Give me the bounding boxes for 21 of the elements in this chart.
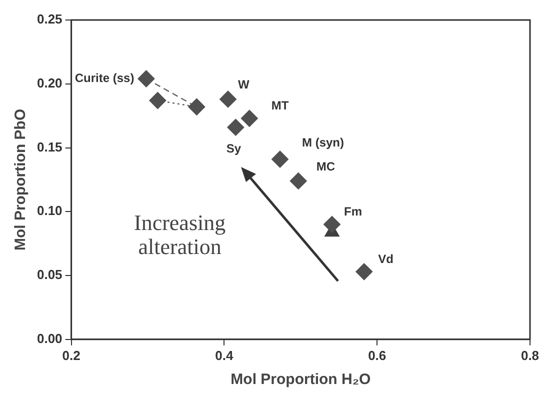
annotation: Increasing alteration bbox=[134, 210, 226, 260]
y-tick-label: 0.00 bbox=[36, 330, 62, 346]
x-tick-label: 0.8 bbox=[520, 348, 540, 363]
x-tick-label: 0.6 bbox=[368, 348, 386, 363]
x-tick-label: 0.2 bbox=[62, 348, 80, 363]
y-axis-title: Mol Proportion PbO bbox=[12, 108, 30, 251]
y-tick-label: 0.05 bbox=[36, 267, 62, 282]
annotation: MC bbox=[316, 159, 336, 174]
y-tick-label: 0.10 bbox=[36, 203, 62, 218]
annotation: M (syn) bbox=[302, 136, 344, 150]
annotation: W bbox=[238, 78, 250, 92]
annotation: Fm bbox=[344, 204, 362, 219]
x-axis-title: Mol Proportion H₂O bbox=[230, 371, 371, 388]
y-tick-label: 0.20 bbox=[36, 75, 62, 90]
x-tick-label: 0.4 bbox=[215, 348, 234, 363]
annotation: Sy bbox=[226, 142, 242, 156]
y-tick-label: 0.25 bbox=[36, 12, 62, 27]
annotation: Vd bbox=[378, 252, 394, 266]
annotation: MT bbox=[271, 98, 290, 113]
annotation: Curite (ss) bbox=[74, 71, 134, 86]
y-tick-label: 0.15 bbox=[36, 139, 62, 154]
